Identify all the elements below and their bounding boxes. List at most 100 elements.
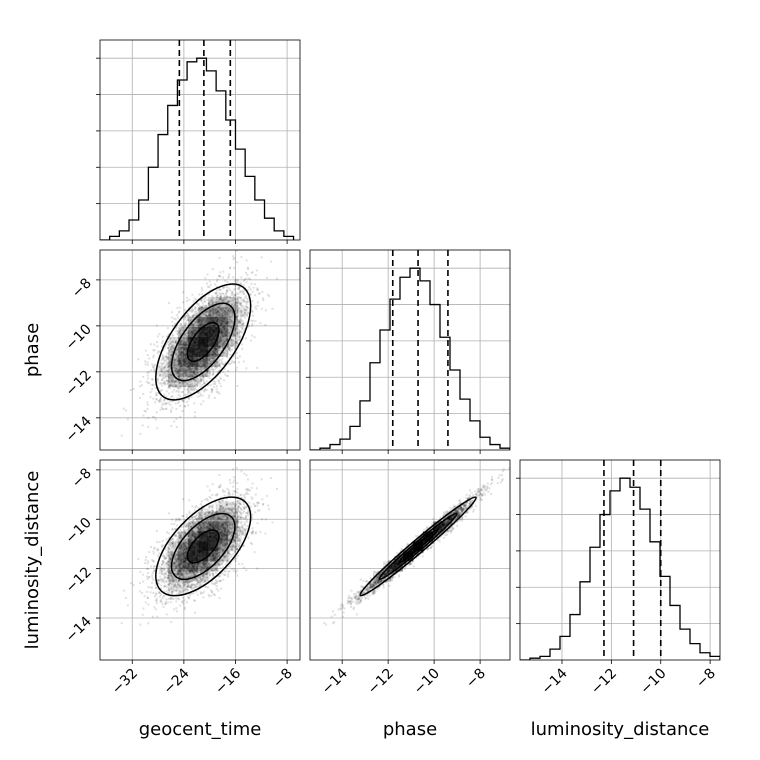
- sample-point: [183, 599, 186, 602]
- sample-point: [196, 324, 199, 327]
- sample-point: [179, 352, 182, 355]
- sample-point: [150, 369, 153, 372]
- density-cell: [168, 346, 179, 357]
- sample-point: [184, 545, 187, 548]
- sample-point: [182, 381, 185, 384]
- sample-point: [161, 407, 164, 410]
- density-cell: [208, 346, 219, 357]
- sample-point: [221, 325, 224, 328]
- sample-point: [157, 350, 160, 353]
- sample-point: [163, 383, 166, 386]
- sample-point: [234, 278, 237, 281]
- sample-point: [226, 331, 229, 334]
- sample-point: [234, 510, 237, 513]
- sample-point: [170, 376, 173, 379]
- sample-point: [187, 540, 190, 543]
- sample-point: [223, 555, 226, 558]
- sample-point: [258, 292, 261, 295]
- sample-point: [226, 308, 229, 311]
- sample-point: [153, 343, 156, 346]
- sample-point: [149, 591, 152, 594]
- sample-point: [187, 585, 190, 588]
- sample-point: [200, 322, 203, 325]
- sample-point: [224, 556, 227, 559]
- sample-point: [188, 373, 191, 376]
- sample-point: [214, 355, 217, 358]
- sample-point: [165, 358, 168, 361]
- sample-point: [195, 368, 198, 371]
- sample-point: [221, 316, 224, 319]
- sample-point: [170, 384, 173, 387]
- sample-point: [233, 334, 236, 337]
- sample-point: [197, 323, 200, 326]
- sample-point: [177, 550, 180, 553]
- density-cell: [238, 306, 249, 317]
- sample-point: [173, 568, 176, 571]
- sample-point: [238, 337, 241, 340]
- sample-point: [223, 522, 226, 525]
- sample-point: [241, 328, 244, 331]
- sample-point: [177, 369, 180, 372]
- sample-point: [186, 567, 189, 570]
- sample-point: [220, 312, 223, 315]
- sample-point: [194, 536, 197, 539]
- sample-point: [216, 493, 219, 496]
- sample-point: [232, 276, 235, 279]
- sample-point: [188, 368, 191, 371]
- sample-point: [251, 300, 254, 303]
- sample-point: [186, 361, 189, 364]
- sample-point: [152, 368, 155, 371]
- sample-point: [228, 489, 231, 492]
- sample-point: [218, 340, 221, 343]
- sample-point: [212, 312, 215, 315]
- sample-point: [192, 309, 195, 312]
- sample-point: [241, 314, 244, 317]
- sample-point: [251, 322, 254, 325]
- sample-point: [195, 522, 198, 525]
- sample-point: [170, 347, 173, 350]
- sample-point: [237, 361, 240, 364]
- sample-point: [185, 547, 188, 550]
- sample-point: [203, 526, 206, 529]
- sample-point: [219, 307, 222, 310]
- sample-point: [224, 305, 227, 308]
- sample-point: [222, 342, 225, 345]
- sample-point: [206, 514, 209, 517]
- sample-point: [178, 362, 181, 365]
- sample-point: [177, 386, 180, 389]
- sample-point: [256, 289, 259, 292]
- sample-point: [166, 382, 169, 385]
- sample-point: [234, 337, 237, 340]
- sample-point: [175, 360, 178, 363]
- sample-point: [177, 374, 180, 377]
- sample-point: [151, 363, 154, 366]
- sample-point: [219, 297, 222, 300]
- sample-point: [197, 363, 200, 366]
- sample-point: [251, 516, 254, 519]
- sample-point: [236, 301, 239, 304]
- sample-point: [225, 314, 228, 317]
- density-cell: [188, 346, 199, 357]
- sample-point: [174, 380, 177, 383]
- sample-point: [213, 305, 216, 308]
- sample-point: [201, 359, 204, 362]
- sample-point: [199, 298, 202, 301]
- sample-point: [208, 364, 211, 367]
- sample-point: [201, 324, 204, 327]
- sample-point: [183, 341, 186, 344]
- sample-point: [234, 301, 237, 304]
- sample-point: [239, 529, 242, 532]
- sample-point: [147, 381, 150, 384]
- sample-point: [176, 375, 179, 378]
- sample-point: [224, 530, 227, 533]
- sample-point: [176, 397, 179, 400]
- sample-point: [190, 534, 193, 537]
- sample-point: [245, 313, 248, 316]
- sample-point: [205, 314, 208, 317]
- sample-point: [151, 378, 154, 381]
- sample-point: [170, 424, 173, 427]
- sample-point: [219, 505, 222, 508]
- sample-point: [209, 564, 212, 567]
- sample-point: [194, 506, 197, 509]
